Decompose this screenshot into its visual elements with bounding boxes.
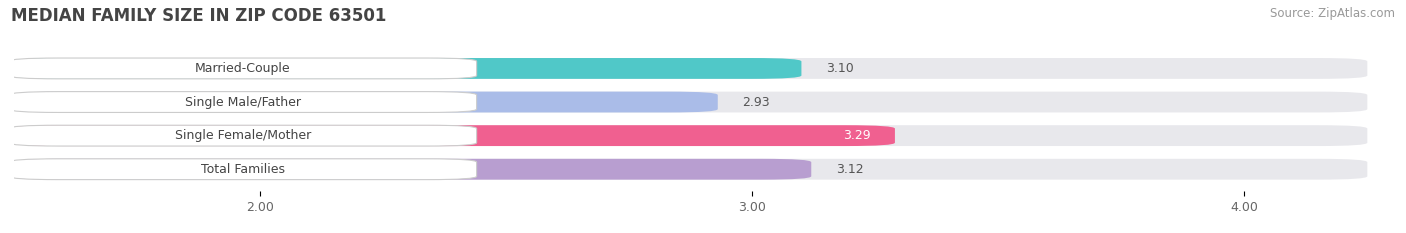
- FancyBboxPatch shape: [8, 58, 477, 79]
- Text: 2.93: 2.93: [742, 96, 770, 109]
- FancyBboxPatch shape: [14, 125, 894, 146]
- FancyBboxPatch shape: [14, 125, 1367, 146]
- Text: 3.29: 3.29: [842, 129, 870, 142]
- FancyBboxPatch shape: [14, 159, 1367, 180]
- FancyBboxPatch shape: [14, 58, 801, 79]
- Text: 3.10: 3.10: [825, 62, 853, 75]
- FancyBboxPatch shape: [14, 92, 1367, 113]
- Text: MEDIAN FAMILY SIZE IN ZIP CODE 63501: MEDIAN FAMILY SIZE IN ZIP CODE 63501: [11, 7, 387, 25]
- Text: Total Families: Total Families: [201, 163, 285, 176]
- FancyBboxPatch shape: [14, 92, 717, 113]
- FancyBboxPatch shape: [8, 92, 477, 113]
- Text: 3.12: 3.12: [835, 163, 863, 176]
- Text: Single Female/Mother: Single Female/Mother: [174, 129, 311, 142]
- FancyBboxPatch shape: [14, 159, 811, 180]
- Text: Single Male/Father: Single Male/Father: [184, 96, 301, 109]
- Text: Source: ZipAtlas.com: Source: ZipAtlas.com: [1270, 7, 1395, 20]
- FancyBboxPatch shape: [8, 159, 477, 180]
- FancyBboxPatch shape: [14, 58, 1367, 79]
- FancyBboxPatch shape: [8, 125, 477, 146]
- Text: Married-Couple: Married-Couple: [195, 62, 291, 75]
